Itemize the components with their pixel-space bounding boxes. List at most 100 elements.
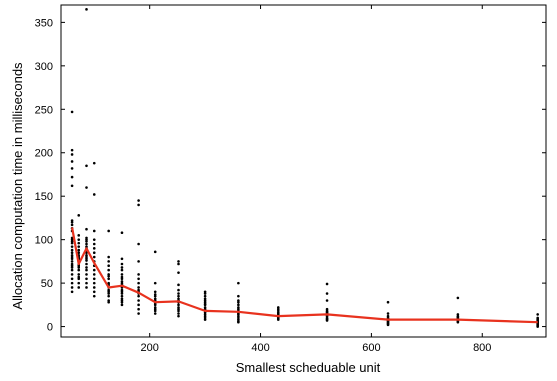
data-point [177, 283, 180, 287]
data-point [92, 286, 96, 289]
data-point [120, 273, 124, 276]
data-point [237, 300, 240, 304]
data-point [153, 290, 157, 294]
x-tick-label: 400 [251, 342, 269, 354]
data-point [276, 318, 280, 321]
data-point [85, 277, 88, 281]
data-point [92, 277, 96, 281]
y-axis-label: Allocation computation time in milliseco… [10, 62, 25, 310]
x-axis-ticks: 200 400 600 800 [141, 5, 491, 354]
mean-line-group [71, 227, 538, 324]
data-point [85, 266, 88, 269]
data-point [536, 313, 539, 316]
data-point [107, 292, 110, 295]
x-tick-label: 800 [473, 342, 491, 354]
data-point [70, 167, 74, 170]
data-point [177, 292, 180, 295]
y-tick-label: 150 [35, 191, 53, 203]
data-point [153, 309, 157, 313]
data-point [120, 292, 124, 295]
data-point [137, 273, 140, 276]
data-point [70, 110, 74, 114]
data-point [120, 277, 124, 281]
data-point [70, 260, 74, 263]
y-axis-ticks: 0 50 100 150 200 250 300 350 [35, 17, 546, 334]
x-tick-label: 600 [362, 342, 380, 354]
data-point [177, 314, 180, 318]
data-point [237, 303, 240, 307]
data-point [177, 271, 180, 274]
y-tick-label: 0 [47, 322, 53, 334]
data-point [137, 299, 140, 302]
data-point [70, 153, 74, 156]
data-point [536, 325, 539, 328]
data-point [325, 319, 329, 322]
data-point [120, 231, 124, 235]
data-point [153, 303, 157, 307]
data-point [107, 255, 110, 259]
data-point [107, 264, 110, 268]
data-point [92, 294, 96, 298]
data-point [77, 214, 81, 217]
data-point [107, 268, 110, 272]
data-point [70, 268, 74, 272]
data-point [177, 309, 180, 313]
data-point [70, 223, 74, 227]
data-point [203, 303, 207, 307]
data-point [92, 251, 96, 254]
data-point [120, 268, 124, 272]
data-point [70, 286, 74, 289]
y-tick-label: 100 [35, 235, 53, 247]
data-point [107, 300, 110, 304]
data-point [85, 164, 88, 168]
data-point [107, 274, 110, 278]
data-point [120, 300, 124, 304]
mean-line [71, 227, 538, 324]
y-tick-label: 300 [35, 61, 53, 73]
data-point [70, 248, 74, 252]
data-point [120, 303, 124, 307]
data-point [85, 281, 88, 285]
data-point [77, 251, 81, 254]
data-point [153, 294, 157, 298]
data-point [107, 260, 110, 263]
data-point [456, 320, 460, 324]
data-point [153, 250, 157, 254]
data-point [77, 286, 81, 289]
data-point [77, 273, 81, 276]
data-point [386, 323, 390, 327]
y-tick-label: 250 [35, 104, 53, 116]
data-point [107, 277, 110, 281]
data-points [70, 8, 539, 328]
data-point [137, 242, 140, 246]
data-point [177, 294, 180, 298]
data-point [70, 148, 74, 152]
data-point [85, 273, 88, 276]
data-point [92, 247, 96, 250]
data-point [137, 303, 140, 307]
data-point [77, 238, 81, 241]
data-point [85, 268, 88, 272]
data-point [92, 238, 96, 241]
data-point [325, 292, 329, 295]
data-point [85, 186, 88, 189]
data-point [77, 241, 81, 245]
data-point [85, 227, 88, 231]
data-point [77, 268, 81, 272]
data-point [153, 312, 157, 315]
data-point [325, 299, 329, 302]
data-point [92, 281, 96, 285]
data-point [77, 266, 81, 269]
data-point [92, 268, 96, 272]
data-point [137, 203, 140, 207]
data-point [120, 294, 124, 298]
data-point [137, 260, 140, 263]
data-point [177, 260, 180, 263]
data-point [153, 281, 157, 285]
data-point [70, 277, 74, 281]
data-point [137, 286, 140, 289]
data-point [77, 277, 81, 281]
data-point [92, 229, 96, 233]
data-point [107, 294, 110, 298]
